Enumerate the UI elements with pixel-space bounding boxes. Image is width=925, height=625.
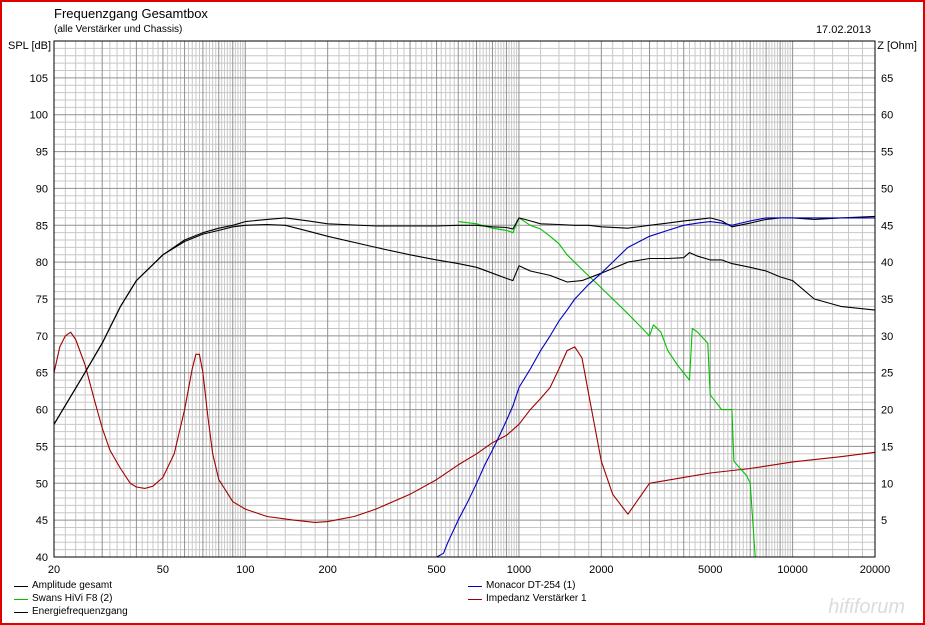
x-tick-label: 2000 [589, 564, 613, 576]
y2-tick-label: 50 [881, 183, 893, 195]
y2-tick-label: 35 [881, 294, 893, 306]
monacor-dt254-line [54, 217, 875, 557]
x-tick-label: 200 [318, 564, 336, 576]
watermark: hififorum [828, 596, 905, 618]
y-tick-label: 55 [36, 441, 48, 453]
y-tick-label: 75 [36, 294, 48, 306]
y-tick-label: 85 [36, 220, 48, 232]
legend-item-monacor: Monacor DT-254 (1) [468, 580, 575, 592]
y2-tick-label: 55 [881, 147, 893, 159]
impedanz-line [54, 331, 875, 523]
y2-tick-label: 25 [881, 368, 893, 380]
legend-swatch [14, 598, 28, 600]
y-tick-label: 45 [36, 515, 48, 527]
y-tick-label: 40 [36, 552, 48, 564]
y-tick-label: 90 [36, 183, 48, 195]
x-tick-label: 5000 [698, 564, 722, 576]
energiefrequenzgang-line [54, 223, 875, 425]
x-tick-label: 20 [48, 564, 60, 576]
legend-label: Swans HiVi F8 (2) [32, 593, 113, 604]
legend-label: Amplitude gesamt [32, 580, 113, 591]
legend-swatch [468, 585, 482, 587]
y2-tick-label: 15 [881, 441, 893, 453]
x-tick-label: 20000 [860, 564, 891, 576]
plot-border [53, 40, 876, 558]
legend-label: Monacor DT-254 (1) [486, 580, 576, 591]
y-tick-label: 60 [36, 405, 48, 417]
y2-axis-label: Z [Ohm] [877, 40, 917, 52]
legend-swatch [14, 611, 28, 613]
y-tick-label: 100 [30, 110, 48, 122]
y2-tick-label: 45 [881, 220, 893, 232]
y2-tick-label: 10 [881, 478, 893, 490]
y-tick-label: 70 [36, 331, 48, 343]
legend-item-impedanz: Impedanz Verstärker 1 [468, 593, 587, 605]
y2-tick-label: 30 [881, 331, 893, 343]
x-tick-label: 500 [427, 564, 445, 576]
legend-label: Energiefrequenzgang [32, 606, 128, 617]
y-tick-label: 65 [36, 368, 48, 380]
legend-item-amplitude: Amplitude gesamt [14, 580, 112, 592]
legend-label: Impedanz Verstärker 1 [486, 593, 587, 604]
x-tick-label: 1000 [507, 564, 531, 576]
x-tick-label: 10000 [777, 564, 808, 576]
y2-tick-label: 65 [881, 73, 893, 85]
legend-swatch [468, 598, 482, 600]
chart-title: Frequenzgang Gesamtbox [54, 6, 208, 21]
chart-date: 17.02.2013 [815, 24, 871, 36]
y2-tick-label: 5 [881, 515, 887, 527]
x-tick-label: 100 [236, 564, 254, 576]
swans-hivi-line [458, 217, 875, 557]
y-tick-label: 80 [36, 257, 48, 269]
y-tick-label: 50 [36, 478, 48, 490]
legend-item-energie: Energiefrequenzgang [14, 606, 128, 618]
x-tick-label: 50 [157, 564, 169, 576]
y-tick-label: 105 [30, 73, 48, 85]
y2-tick-label: 40 [881, 257, 893, 269]
y2-tick-label: 20 [881, 405, 893, 417]
y-axis-label: SPL [dB] [8, 40, 52, 52]
legend-item-swans: Swans HiVi F8 (2) [14, 593, 112, 605]
chart-subtitle: (alle Verstärker und Chassis) [54, 24, 183, 35]
y-tick-label: 95 [36, 147, 48, 159]
y2-tick-label: 60 [881, 110, 893, 122]
legend-swatch [14, 585, 28, 587]
